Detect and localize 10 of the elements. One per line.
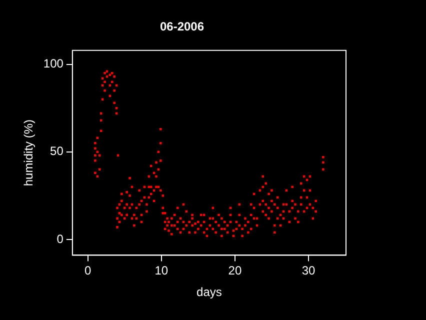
y-axis-title: humidity (%): [22, 119, 36, 186]
y-tick-label: 50: [50, 144, 64, 158]
x-tick-label: 30: [302, 264, 316, 278]
x-axis-title: days: [196, 285, 222, 300]
x-tick-label: 10: [154, 264, 168, 278]
x-tick-label: 0: [84, 264, 92, 278]
chart-title: 06-2006: [160, 20, 204, 34]
y-tick-label: 100: [43, 56, 64, 71]
x-tick-label: 20: [228, 264, 242, 278]
y-tick-label: 0: [56, 232, 64, 246]
